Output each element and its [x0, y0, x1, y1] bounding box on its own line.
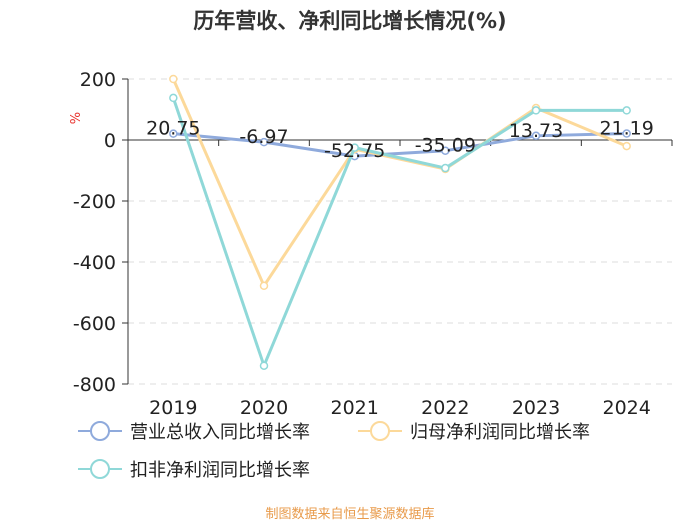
data-point — [169, 93, 178, 103]
data-point — [441, 163, 450, 173]
data-labels: 20.75 -6.97 -52.75 -35.09 13.73 21.19 — [146, 118, 654, 163]
series-group — [169, 74, 631, 370]
legend-marker — [90, 421, 110, 441]
legend-marker — [370, 421, 390, 441]
data-label: -52.75 — [324, 140, 385, 162]
series-line — [173, 132, 627, 158]
data-point — [259, 281, 269, 291]
y-tick-label: -200 — [73, 191, 116, 213]
data-label: 21.19 — [599, 118, 653, 140]
series-2 — [169, 74, 631, 291]
source-note: 制图数据来自恒生聚源数据库 — [265, 506, 434, 522]
data-point — [622, 106, 631, 115]
x-tick-label: 2024 — [602, 397, 650, 419]
y-tick-label: 200 — [80, 69, 116, 91]
data-point — [350, 143, 359, 152]
series-3 — [169, 93, 631, 370]
data-point — [531, 106, 541, 115]
x-tick-label: 2022 — [421, 397, 469, 419]
x-tick-label: 2023 — [512, 397, 560, 419]
y-tick-label: -800 — [73, 374, 116, 396]
axes: 200 0 -200 -400 -600 -800 2019 2020 2021 2022 2023… — [73, 69, 673, 419]
data-point — [622, 129, 631, 138]
data-point — [441, 146, 450, 155]
data-point — [259, 361, 269, 370]
data-point — [259, 137, 269, 147]
data-point — [531, 131, 541, 141]
y-axis-unit: % — [69, 112, 84, 124]
grid-lines — [128, 78, 672, 385]
legend-item-1: 营业总收入同比增长率 — [78, 421, 310, 443]
data-point — [169, 74, 178, 84]
data-label: -35.09 — [415, 135, 476, 157]
data-point — [622, 141, 631, 151]
x-tick-label: 2019 — [149, 397, 197, 419]
data-point — [169, 129, 178, 138]
x-tick-label: 2021 — [330, 397, 378, 419]
chart-title: 历年营收、净利同比增长情况(%) — [193, 9, 506, 33]
legend-label: 归母净利润同比增长率 — [410, 422, 590, 443]
data-label: 20.75 — [146, 118, 200, 140]
data-label: 13.73 — [509, 120, 563, 142]
legend-item-2: 归母净利润同比增长率 — [358, 421, 590, 443]
y-tick-label: -400 — [73, 252, 116, 274]
x-tick-label: 2020 — [240, 397, 288, 419]
data-label: -6.97 — [239, 126, 288, 148]
legend-item-3: 扣非净利润同比增长率 — [78, 459, 310, 481]
y-tick-label: 0 — [104, 130, 116, 152]
legend-marker — [90, 459, 110, 479]
legend-label: 扣非净利润同比增长率 — [130, 460, 310, 481]
legend-label: 营业总收入同比增长率 — [130, 422, 310, 443]
series-line — [171, 97, 627, 368]
y-tick-label: -600 — [73, 313, 116, 335]
